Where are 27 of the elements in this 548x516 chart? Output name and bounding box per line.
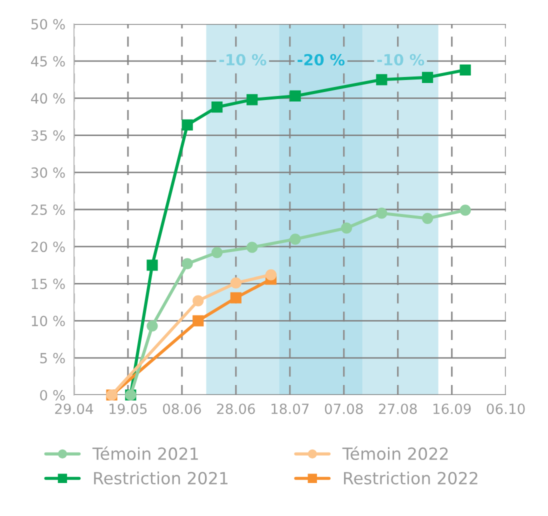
- y-tick-label: 35 %: [31, 130, 65, 141]
- x-tick-label: 06.10: [486, 404, 525, 414]
- y-tick-label: 50 %: [31, 18, 65, 30]
- x-tick-label: 29.04: [55, 404, 94, 414]
- x-tick-label: 18.07: [272, 404, 309, 414]
- x-tick-label: 19.05: [110, 404, 147, 414]
- x-tick-label: 16.09: [433, 404, 471, 414]
- band-label: -20 %: [298, 54, 345, 66]
- y-tick-label: 5 %: [40, 352, 65, 364]
- band-label: -10 %: [219, 54, 266, 66]
- band-label: -10 %: [377, 54, 424, 66]
- y-tick-label: 40 %: [31, 93, 65, 104]
- x-tick-label: 28.06: [217, 404, 255, 414]
- x-tick-label: 27.08: [378, 404, 417, 414]
- y-tick-label: 10 %: [32, 316, 65, 326]
- y-tick-label: 0 %: [40, 390, 65, 400]
- y-tick-label: 20 %: [31, 242, 65, 252]
- y-tick-label: 45 %: [31, 56, 65, 67]
- legend-label: Restriction 2021: [94, 472, 228, 484]
- y-tick-label: 15 %: [32, 278, 65, 290]
- x-tick-label: 07.08: [324, 404, 363, 414]
- legend-label: Témoin 2022: [342, 446, 448, 460]
- y-tick-label: 30 %: [31, 167, 65, 178]
- legend-label: Témoin 2021: [92, 446, 198, 460]
- legend-label: Restriction 2022: [344, 472, 478, 484]
- x-tick-label: 08.06: [162, 404, 201, 414]
- y-tick-label: 25 %: [31, 204, 65, 215]
